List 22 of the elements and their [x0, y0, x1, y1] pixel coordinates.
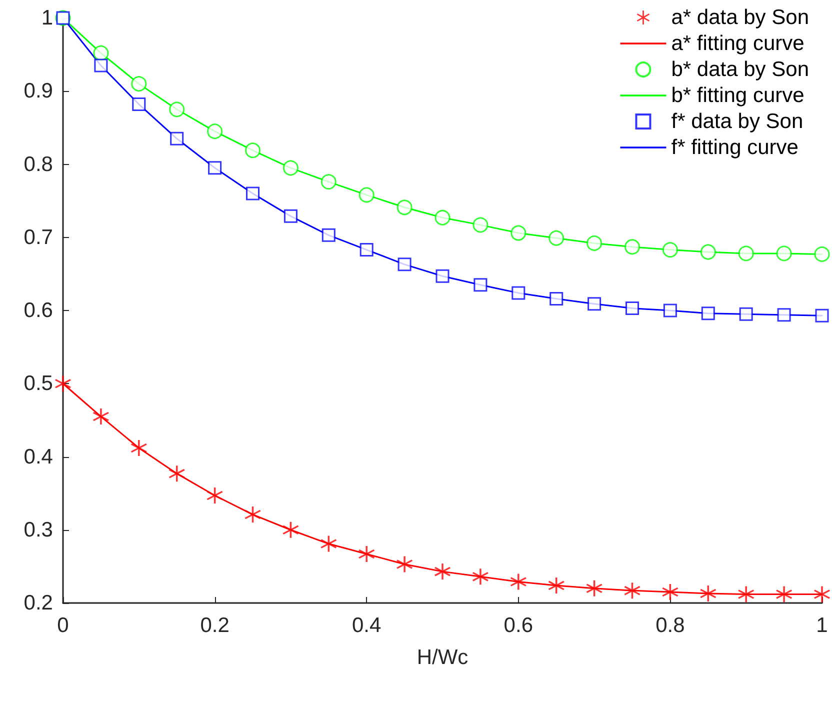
- y-tick-label: 0.6: [24, 299, 53, 322]
- x-tick-label: 1: [816, 614, 828, 637]
- y-tick-label: 0.5: [24, 372, 53, 396]
- legend-label: a* data by Son: [671, 6, 810, 29]
- y-tick-label: 0.9: [24, 80, 53, 103]
- y-tick-label: 0.4: [24, 445, 54, 468]
- x-tick-label: 0: [57, 614, 69, 637]
- y-tick-label: 0.8: [24, 152, 53, 176]
- legend-label: b* data by Son: [671, 58, 810, 81]
- x-tick-label: 0.2: [200, 614, 230, 637]
- x-tick-label: 0.4: [352, 614, 382, 637]
- x-tick-label: 0.8: [656, 614, 685, 637]
- y-tick-label: 0.7: [24, 226, 53, 249]
- y-tick-label: 1: [41, 6, 53, 30]
- legend-label: f* fitting curve: [671, 136, 798, 159]
- y-tick-label: 0.3: [24, 518, 53, 542]
- legend-label: a* fitting curve: [671, 32, 804, 55]
- legend-label: f* data by Son: [671, 110, 804, 133]
- legend-label: b* fitting curve: [671, 84, 804, 107]
- y-tick-label: 0.2: [24, 592, 53, 614]
- x-tick-label: 0.6: [504, 614, 533, 637]
- x-axis-title: H/Wc: [416, 646, 468, 669]
